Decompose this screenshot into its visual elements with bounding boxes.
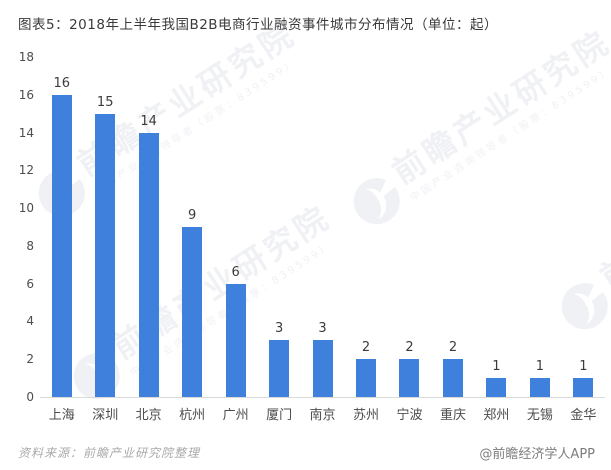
x-axis-label: 重庆 (439, 408, 466, 423)
x-axis-label: 广州 (222, 408, 249, 423)
x-axis-label: 苏州 (353, 408, 380, 423)
bar (573, 378, 594, 397)
bar-column: 9 (170, 57, 213, 397)
bar-value-label: 2 (405, 340, 414, 356)
bar-column: 1 (562, 57, 605, 397)
bar (486, 378, 507, 397)
bar (529, 378, 550, 397)
bar (182, 227, 203, 397)
bar-column: 16 (40, 57, 83, 397)
y-axis-tick-label: 12 (18, 163, 34, 178)
y-axis-tick-label: 4 (26, 314, 34, 329)
y-axis-tick-label: 0 (26, 390, 34, 404)
bar-value-label: 1 (579, 359, 588, 375)
y-axis: 0 2 4 6 8 10 12 14 16 18 (6, 50, 34, 404)
bar-column: 3 (257, 57, 300, 397)
x-axis-label: 宁波 (396, 408, 423, 423)
bar (442, 359, 463, 397)
y-axis-tick-label: 10 (18, 201, 34, 216)
x-axis-label: 南京 (309, 408, 336, 423)
bar (138, 132, 159, 397)
x-axis-label: 深圳 (92, 408, 119, 423)
bar-value-label: 2 (448, 340, 458, 356)
credit-note: @前瞻经济学人APP (479, 447, 595, 462)
bar-value-label: 3 (274, 321, 284, 337)
x-axis-label: 无锡 (526, 408, 553, 423)
x-axis-label: 上海 (48, 408, 75, 423)
bar-value-label: 15 (96, 94, 114, 110)
bar-value-label: 16 (53, 75, 70, 91)
y-axis-tick-label: 18 (18, 50, 34, 64)
bar-value-label: 1 (535, 359, 545, 375)
bar (225, 283, 246, 397)
bar-column: 3 (301, 57, 344, 397)
bar-value-label: 6 (231, 264, 240, 280)
bar (399, 359, 420, 397)
x-axis-labels: 上海 深圳 北京 杭州 广州 厦门 南京 苏州 宁波 重庆 郑州 无锡 金华 (40, 404, 605, 423)
bar-column: 2 (388, 57, 431, 397)
x-axis-label: 金华 (570, 408, 597, 423)
x-axis-label: 杭州 (179, 408, 206, 423)
bar (95, 113, 116, 397)
y-axis-tick-label: 8 (26, 238, 34, 253)
bar (312, 340, 333, 397)
bar-column: 15 (83, 57, 126, 397)
bar-value-label: 3 (318, 321, 327, 337)
source-note: 资料来源：前瞻产业研究院整理 (18, 446, 201, 460)
x-axis-label: 厦门 (266, 408, 293, 423)
y-axis-tick-label: 14 (18, 125, 34, 140)
bar-value-label: 14 (140, 113, 157, 129)
chart-title: 图表5：2018年上半年我国B2B电商行业融资事件城市分布情况（单位：起） (18, 17, 499, 33)
x-axis-label: 郑州 (483, 408, 510, 423)
bar-column: 1 (518, 57, 561, 397)
y-axis-tick-label: 16 (18, 87, 34, 102)
bar-column: 14 (127, 57, 170, 397)
bar-column: 6 (214, 57, 257, 397)
y-axis-tick-label: 2 (26, 352, 34, 367)
y-axis-tick-label: 6 (26, 276, 34, 291)
bar-column: 2 (344, 57, 387, 397)
x-axis-label: 北京 (135, 408, 162, 423)
bar-value-label: 2 (361, 340, 371, 356)
bar-column: 1 (475, 57, 518, 397)
bar (51, 94, 72, 397)
bar-column: 2 (431, 57, 474, 397)
bar-value-label: 9 (188, 208, 197, 223)
bar (269, 340, 290, 397)
bar-value-label: 1 (492, 359, 501, 375)
plot-area: 16 15 14 9 6 3 3 2 2 2 1 1 1 (40, 57, 605, 398)
bar (356, 359, 377, 397)
